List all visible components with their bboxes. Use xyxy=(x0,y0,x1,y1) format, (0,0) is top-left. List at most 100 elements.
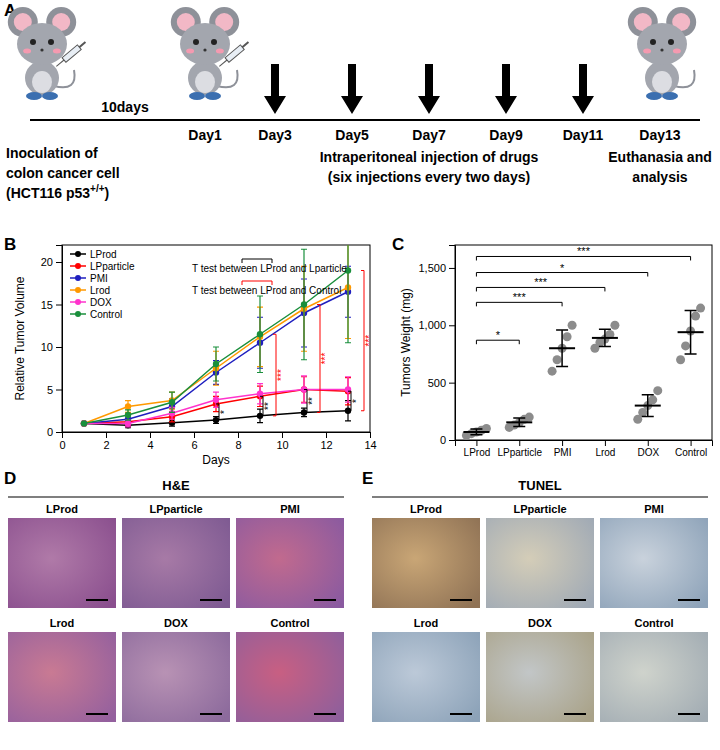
tick-label: 12 xyxy=(320,439,332,451)
data-point xyxy=(213,397,219,403)
day-label: Day1 xyxy=(188,127,222,143)
histology-title: TUNEL xyxy=(518,478,561,493)
mouse-eye xyxy=(48,39,54,45)
end-label: analysis xyxy=(632,169,687,185)
injection-label: Intraperitoneal injection of drugs xyxy=(320,149,539,165)
tick-label: 15 xyxy=(41,299,53,311)
series-line xyxy=(84,271,348,424)
mouse-foot xyxy=(662,92,678,100)
injection-arrow xyxy=(495,64,517,114)
significance-label: * xyxy=(496,329,501,341)
error-bar xyxy=(345,245,351,343)
tick: LPparticle xyxy=(498,440,543,458)
legend-item: DOX xyxy=(70,297,112,308)
series-line xyxy=(84,288,348,424)
tick-mark xyxy=(449,325,455,326)
tick-label: 1,500 xyxy=(418,262,446,274)
tick-mark xyxy=(150,432,151,438)
scale-bar xyxy=(564,599,586,601)
image-label: Control xyxy=(270,617,309,629)
tick-mark xyxy=(476,440,477,446)
mouse-cheek xyxy=(23,49,31,54)
tick-mark xyxy=(519,440,520,446)
data-point xyxy=(213,361,219,367)
end-label: Euthanasia and xyxy=(608,149,711,165)
mouse-nose xyxy=(660,48,663,51)
tick: 10 xyxy=(276,432,288,451)
micrograph xyxy=(486,632,594,722)
start-sub-sup: +/+ xyxy=(90,183,105,194)
series-line xyxy=(84,292,348,424)
scale-bar xyxy=(86,599,108,601)
data-point xyxy=(81,420,87,426)
mouse-nose xyxy=(40,48,43,51)
syringe-plunger xyxy=(242,41,249,48)
day-label: Day5 xyxy=(335,127,369,143)
error-bar xyxy=(125,410,131,420)
mouse-eye xyxy=(650,39,656,45)
tick: 14 xyxy=(364,432,376,451)
tick-mark xyxy=(326,432,327,438)
tick: 5 xyxy=(47,384,62,396)
image-label: LPparticle xyxy=(513,503,566,515)
tick-label: 10 xyxy=(41,341,53,353)
legend-marker xyxy=(75,263,81,269)
mouse-eye xyxy=(30,39,36,45)
mouse-icon xyxy=(171,7,251,100)
plot-frame xyxy=(455,245,712,440)
mean-line xyxy=(592,337,618,339)
tick: 2 xyxy=(103,432,109,451)
mouse-cheek xyxy=(53,49,61,54)
tick: 10 xyxy=(41,341,62,353)
data-point xyxy=(553,355,562,364)
plot-frame xyxy=(62,245,370,432)
tick-mark xyxy=(56,390,62,391)
tick-label: 2 xyxy=(103,439,109,451)
significance-label: *** xyxy=(364,335,375,347)
x-axis: 02468101214 xyxy=(59,432,376,451)
data-point xyxy=(345,386,351,392)
error-bar xyxy=(213,392,219,407)
tick: Control xyxy=(675,440,707,458)
mouse-icon xyxy=(628,7,696,100)
axis-line xyxy=(63,433,371,439)
tick-mark xyxy=(56,347,62,348)
mouse-belly xyxy=(32,71,52,93)
axis-line xyxy=(456,441,713,447)
histology-title: H&E xyxy=(162,478,190,493)
tick-label: Control xyxy=(675,447,707,458)
data-point xyxy=(125,403,131,409)
tick-mark xyxy=(648,440,649,446)
micrograph xyxy=(8,518,116,608)
tick-mark xyxy=(106,432,107,438)
image-label: LProd xyxy=(46,503,78,515)
syringe-barrel xyxy=(62,45,81,62)
mouse-foot xyxy=(189,92,205,100)
interval-label: 10days xyxy=(101,99,149,115)
mouse-cheek xyxy=(186,49,194,54)
significance-label: * xyxy=(351,399,362,403)
start-sub-tail: ) xyxy=(105,185,110,201)
scale-bar xyxy=(86,713,108,715)
day-label: Day3 xyxy=(258,127,292,143)
panel-c: LProdLPparticlePMILrodDOXControl05001,00… xyxy=(399,245,713,458)
day-label: Day11 xyxy=(563,127,604,143)
tick-mark xyxy=(370,432,371,438)
legend-label: DOX xyxy=(90,297,112,308)
y-axis-title: Tumors Weight (mg) xyxy=(399,288,413,397)
plot-area xyxy=(462,256,705,439)
data-point xyxy=(125,412,131,418)
mouse-eye xyxy=(211,39,217,45)
scale-bar xyxy=(200,713,222,715)
scale-bar xyxy=(450,713,472,715)
significance-label: *** xyxy=(276,369,287,381)
legend-item: PMI xyxy=(70,273,108,284)
legend-marker xyxy=(75,275,81,281)
injection-arrow xyxy=(418,64,440,114)
legend-label: Control xyxy=(90,309,122,320)
mean-line xyxy=(506,421,532,423)
tick-label: 4 xyxy=(147,439,153,451)
scale-bar xyxy=(450,599,472,601)
syringe xyxy=(217,40,250,69)
mouse-cheek xyxy=(673,49,681,54)
